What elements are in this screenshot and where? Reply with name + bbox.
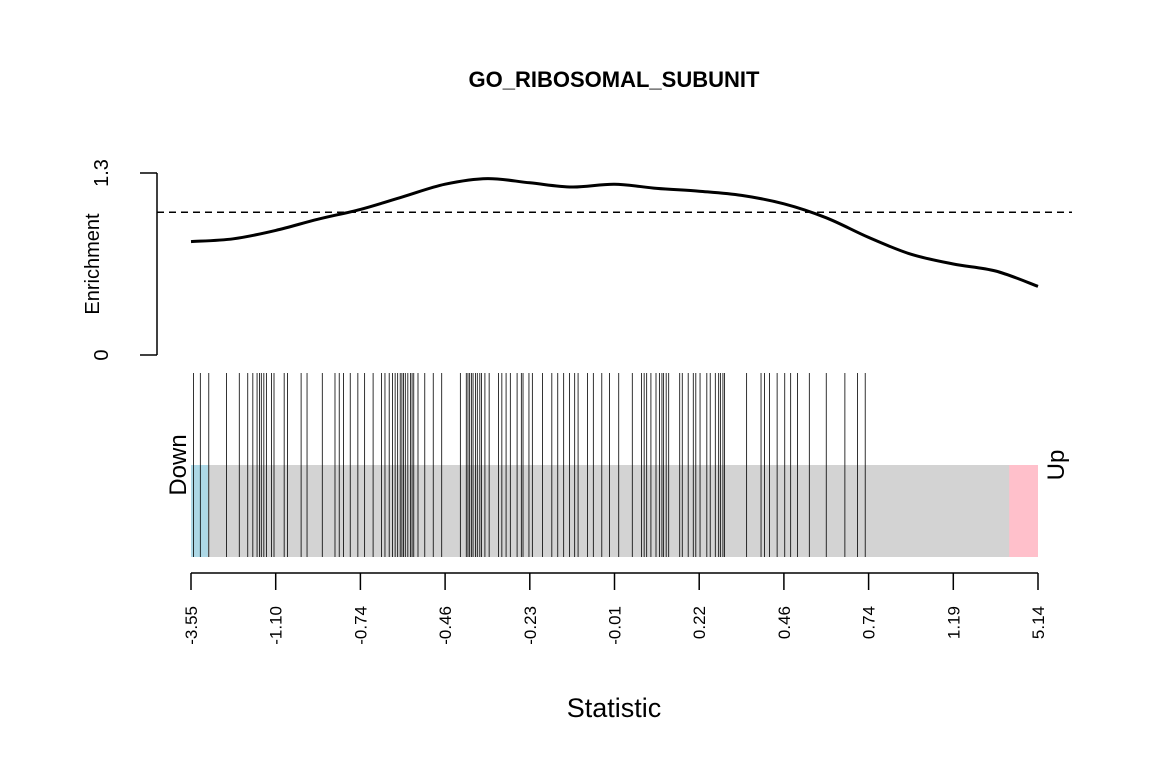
x-tick-label: 0.22 [690,606,709,639]
y-axis-label: Enrichment [82,213,104,315]
x-axis: -3.55 -1.10 -0.74 -0.46 -0.23 -0.01 0.22 0.46 0.… [182,572,1048,645]
up-label: Up [1043,450,1070,481]
x-tick-label: 1.19 [944,606,963,639]
x-ticks: -3.55 -1.10 -0.74 -0.46 -0.23 -0.01 0.22 0.46 0.… [182,573,1048,645]
barcode-lines [193,373,866,557]
y-tick-label-low: 0 [91,349,113,360]
x-tick-label: -0.01 [606,606,625,645]
x-axis-label: Statistic [567,693,662,723]
enrichment-panel: 1.3 0 Enrichment [82,159,1072,361]
x-tick-label: 0.74 [860,606,879,639]
x-tick-label: 5.14 [1029,606,1048,639]
x-tick-label: 0.46 [775,606,794,639]
down-label: Down [165,434,192,495]
barcode-neutral-region [191,465,1038,557]
chart-title: GO_RIBOSOMAL_SUBUNIT [469,67,760,92]
x-tick-label: -0.23 [521,606,540,645]
x-tick-label: -0.46 [436,606,455,645]
enrichment-curve [190,177,1039,288]
x-tick-label: -0.74 [351,606,370,645]
y-tick-label-high: 1.3 [91,159,113,187]
x-tick-label: -3.55 [182,606,201,645]
barcode-panel: Down Up [165,373,1070,557]
x-tick-label: -1.10 [267,606,286,645]
barcode-up-region [1009,465,1038,557]
barcode-down-region [191,465,208,557]
